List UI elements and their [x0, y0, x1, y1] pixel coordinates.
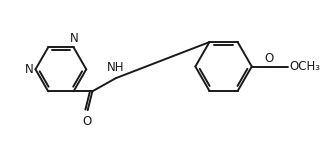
Text: N: N — [70, 32, 79, 45]
Text: OCH₃: OCH₃ — [289, 60, 320, 73]
Text: N: N — [25, 63, 34, 76]
Text: NH: NH — [107, 61, 125, 74]
Text: O: O — [264, 52, 273, 65]
Text: O: O — [82, 115, 91, 128]
